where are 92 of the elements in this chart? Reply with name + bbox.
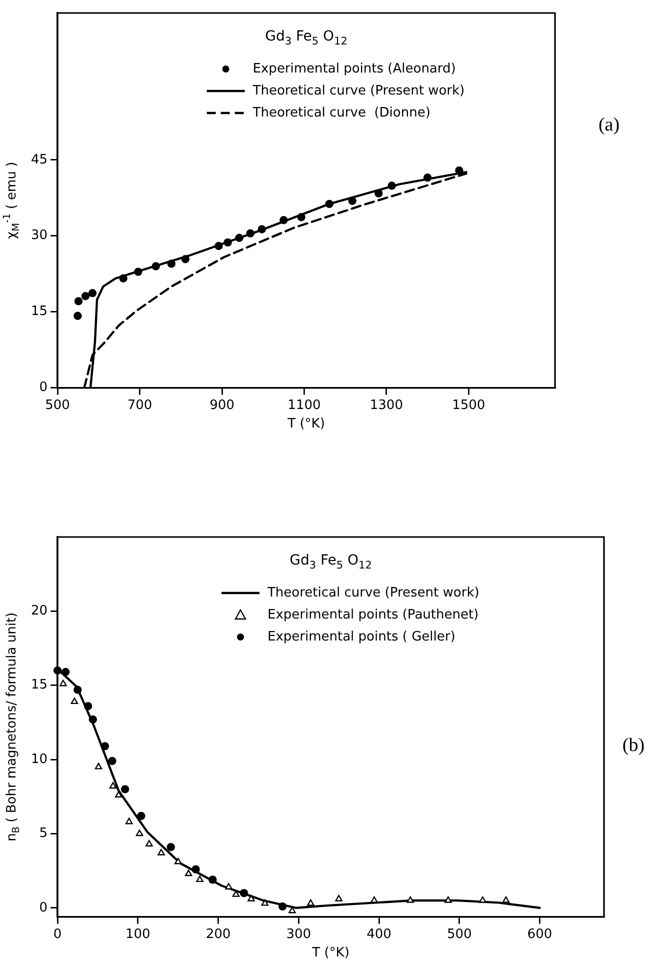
point (88, 715, 97, 724)
point (88, 288, 97, 298)
point (120, 785, 130, 794)
point (125, 818, 133, 824)
point (192, 865, 200, 874)
y-tick-label: 45 (30, 152, 48, 168)
y-tick-label: 15 (30, 304, 48, 320)
y-tick-label: 0 (39, 380, 48, 396)
point (74, 297, 83, 306)
point (119, 274, 128, 282)
point (479, 896, 486, 903)
y-tick-label: 20 (30, 604, 48, 619)
point (335, 894, 342, 902)
point (240, 888, 248, 898)
x-tick-label: 600 (527, 926, 552, 942)
point (348, 196, 356, 206)
point (502, 896, 510, 903)
y-tick-label: 0 (39, 900, 48, 916)
x-tick-label: 300 (286, 926, 312, 942)
x-axis-title: T (°K) (311, 946, 350, 961)
text: (b) (622, 734, 645, 756)
point (444, 896, 452, 903)
legend-label: Theoretical curve (Dionne) (252, 105, 430, 120)
point (94, 762, 102, 770)
y-tick-label: 15 (30, 678, 48, 693)
point (109, 782, 117, 789)
legend-label: Theoretical curve (Present work) (252, 83, 465, 98)
x-tick-label: 900 (210, 398, 234, 413)
point (261, 899, 269, 906)
x-tick-label: 500 (446, 926, 472, 942)
x-tick-label: 400 (366, 926, 392, 942)
x-tick-label: 100 (125, 926, 150, 942)
point (370, 896, 378, 903)
point (136, 830, 144, 836)
point (84, 702, 92, 710)
point (60, 680, 67, 686)
point (134, 268, 142, 276)
point (374, 189, 383, 198)
point (146, 840, 153, 846)
point (174, 858, 182, 864)
y-tick-label: 5 (39, 826, 48, 842)
point (208, 876, 217, 884)
x-tick-label: 1500 (452, 398, 486, 413)
point (74, 686, 82, 694)
point (388, 182, 396, 190)
point (70, 698, 78, 704)
point (214, 242, 223, 250)
point (137, 812, 146, 820)
point (158, 848, 165, 856)
x-tick-label: 500 (45, 398, 70, 413)
point (100, 742, 110, 750)
x-tick-label: 1100 (288, 398, 321, 413)
point (455, 166, 464, 175)
point (196, 876, 204, 882)
point (288, 906, 296, 914)
point (224, 238, 232, 247)
point (235, 234, 244, 242)
point (108, 756, 116, 766)
point (181, 255, 190, 264)
point (81, 292, 90, 300)
point (280, 216, 288, 224)
point (61, 668, 70, 676)
point (325, 200, 334, 208)
legend-label: Experimental points ( Geller) (267, 629, 456, 644)
point (278, 902, 287, 911)
point (258, 225, 266, 234)
x-tick-label: 1300 (370, 398, 403, 413)
y-axis-title: nB ( Bohr magnetons/ formula unit) (4, 612, 22, 842)
point (166, 842, 175, 852)
point (152, 262, 160, 270)
legend-label: Experimental points (Pauthenet) (267, 607, 479, 622)
x-axis-title: T (°K) (286, 416, 325, 432)
point (246, 229, 254, 238)
text: (a) (598, 114, 620, 136)
legend-label: Experimental points (Aleonard) (252, 61, 456, 76)
point (406, 896, 414, 903)
x-tick-label: 700 (127, 398, 152, 413)
point (167, 260, 176, 268)
point (423, 174, 432, 182)
point (225, 883, 232, 890)
x-tick-label: 0 (53, 926, 62, 942)
point (297, 213, 306, 222)
point (114, 791, 122, 798)
point (184, 870, 192, 876)
y-axis-title: χM-1 ( emu ) (2, 162, 22, 239)
legend-label: Theoretical curve (Present work) (266, 585, 480, 600)
point (248, 894, 255, 902)
point (74, 312, 82, 320)
y-tick-label: 30 (30, 228, 48, 244)
x-tick-label: 200 (206, 926, 231, 942)
point (307, 899, 314, 906)
y-tick-label: 10 (30, 752, 48, 767)
